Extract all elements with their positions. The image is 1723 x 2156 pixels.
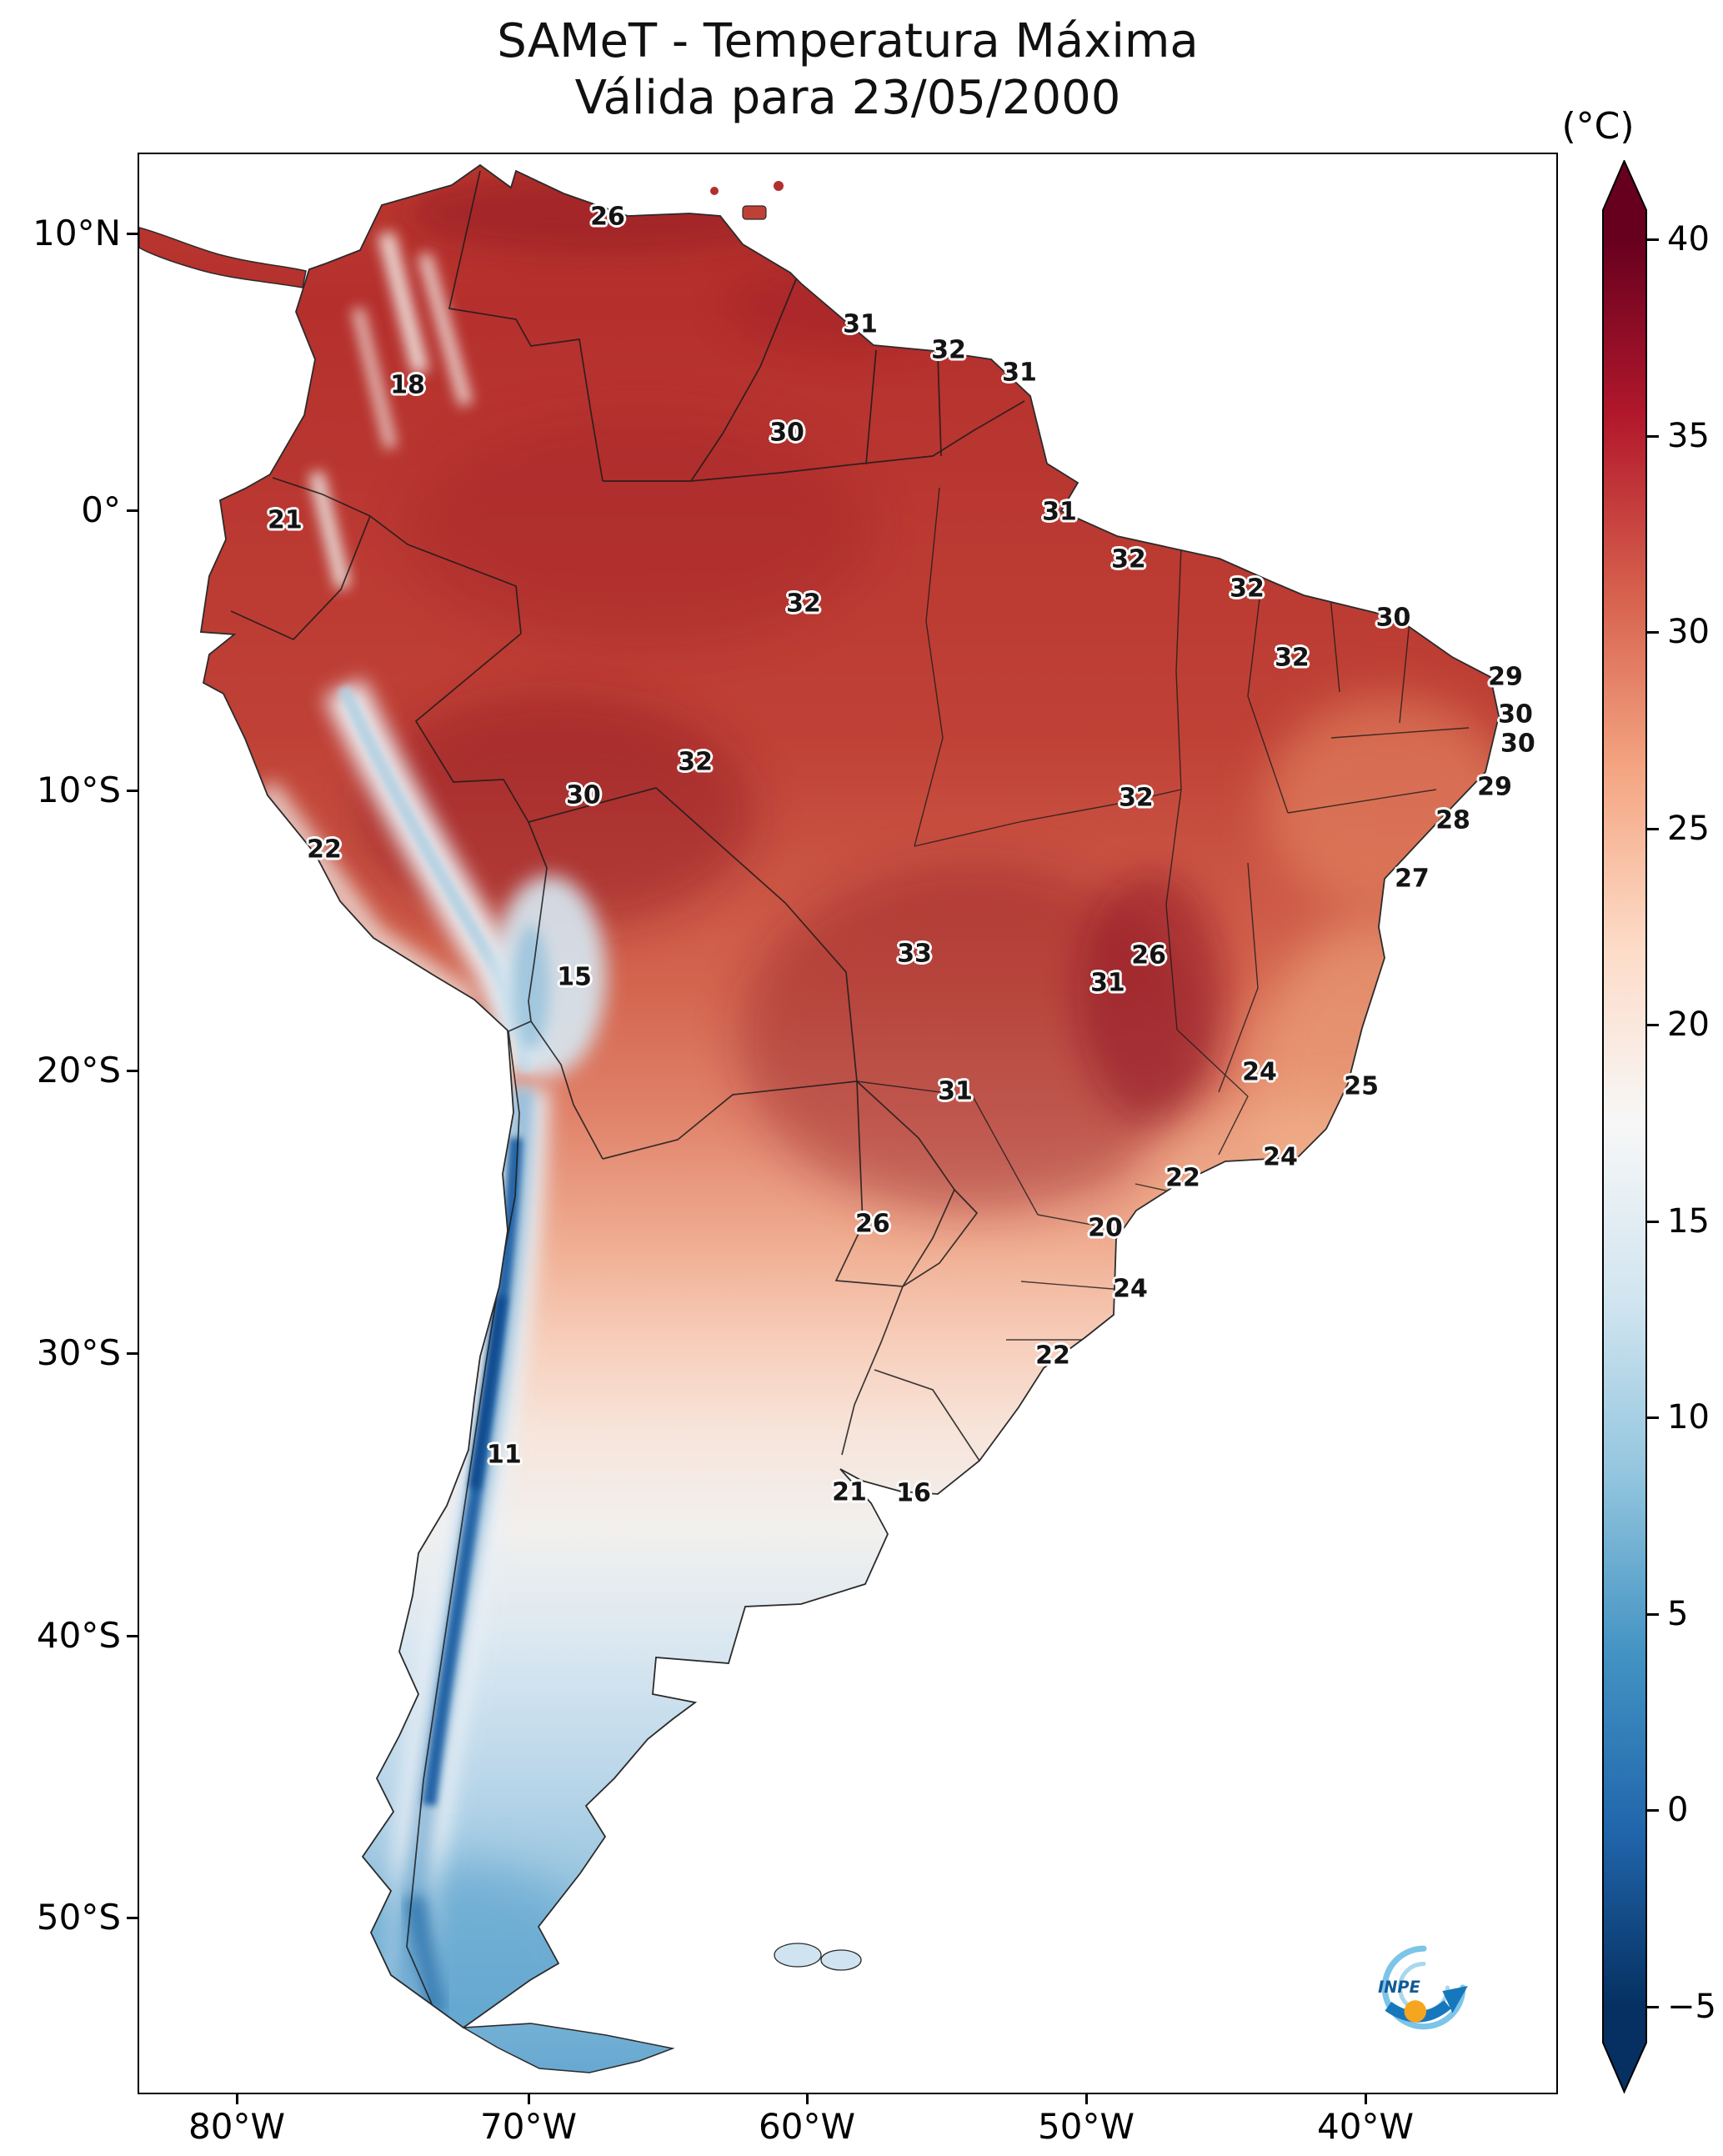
x-tick-label: 40°W [1317, 2106, 1414, 2147]
colorbar-tick-label: 15 [1667, 1201, 1710, 1241]
colorbar-tick [1646, 434, 1659, 438]
chart-title-line2: Válida para 23/05/2000 [574, 71, 1121, 125]
x-tick-label: 70°W [480, 2106, 577, 2147]
colorbar-tick [1646, 2005, 1659, 2008]
colorbar-tick-label: 0 [1667, 1791, 1689, 1830]
y-axis-tick [127, 509, 138, 512]
colorbar-tick [1646, 1220, 1659, 1223]
y-tick-label: 10°N [33, 213, 121, 253]
colorbar-tick-label: 30 [1667, 613, 1710, 652]
island-falkland-west [774, 1943, 822, 1968]
colorbar-tick [1646, 631, 1659, 634]
colorbar-tick-label: 40 [1667, 219, 1710, 258]
colorbar-tick-label: 5 [1667, 1594, 1689, 1633]
island-trinidad [742, 205, 767, 220]
colorbar-tick-label: 20 [1667, 1005, 1710, 1045]
y-axis-tick [127, 1070, 138, 1072]
x-tick-label: 50°W [1038, 2106, 1134, 2147]
tierra-del-fuego [461, 2023, 675, 2073]
chart-title: SAMeT - Temperatura Máxima Válida para 2… [139, 13, 1556, 127]
y-axis-tick [127, 1352, 138, 1355]
colorbar-tick [1646, 1809, 1659, 1813]
y-axis-tick [127, 1635, 138, 1637]
x-axis-tick [806, 2093, 809, 2104]
colorbar-tick [1646, 1024, 1659, 1027]
state-borders [856, 487, 1470, 1341]
y-axis-tick [127, 1917, 138, 1919]
logo-text: INPE [1378, 1978, 1420, 1997]
colorbar: 40 35 30 25 20 15 10 5 0 −5 [1602, 160, 1723, 2094]
colorbar-tick-label: 25 [1667, 809, 1710, 848]
central-america-land [139, 227, 307, 288]
colorbar-tick-label: 10 [1667, 1398, 1710, 1437]
y-tick-label: 0° [81, 489, 121, 530]
colorbar-tick-label: −5 [1667, 1987, 1716, 2026]
y-tick-label: 20°S [36, 1050, 121, 1091]
x-axis-tick [1365, 2093, 1367, 2104]
colorbar-tick [1646, 827, 1659, 830]
logo-orange-dot [1404, 2000, 1427, 2023]
x-axis-tick [236, 2093, 238, 2104]
island-falkland-east [820, 1949, 862, 1971]
y-tick-label: 30°S [36, 1332, 121, 1373]
y-axis-tick [127, 233, 138, 235]
island-small-1 [774, 181, 784, 191]
y-tick-label: 50°S [36, 1897, 121, 1938]
colorbar-unit-label: (°C) [1561, 105, 1635, 148]
colorbar-gradient [1602, 160, 1647, 2094]
y-axis-tick [127, 790, 138, 792]
colorbar-tick [1646, 1416, 1659, 1420]
chart-title-line1: SAMeT - Temperatura Máxima [497, 14, 1199, 68]
colorbar-tick [1646, 1612, 1659, 1616]
x-tick-label: 60°W [759, 2106, 855, 2147]
inpe-logo: INPE [1373, 1937, 1475, 2038]
x-axis-tick [1085, 2093, 1088, 2104]
logo-arrow-head [1442, 1985, 1468, 2013]
x-axis-tick [528, 2093, 530, 2104]
country-borders [230, 170, 1025, 2014]
island-small-2 [710, 187, 719, 195]
x-tick-label: 80°W [188, 2106, 285, 2147]
colorbar-tick [1646, 238, 1659, 241]
map-axes: 26 31 32 31 18 30 21 31 32 32 32 30 32 29 30 30 32 30 32 29… [139, 154, 1556, 2093]
south-america-map [139, 164, 1500, 2073]
colorbar-tick-label: 35 [1667, 416, 1710, 455]
y-tick-label: 10°S [36, 770, 121, 810]
y-tick-label: 40°S [36, 1615, 121, 1656]
